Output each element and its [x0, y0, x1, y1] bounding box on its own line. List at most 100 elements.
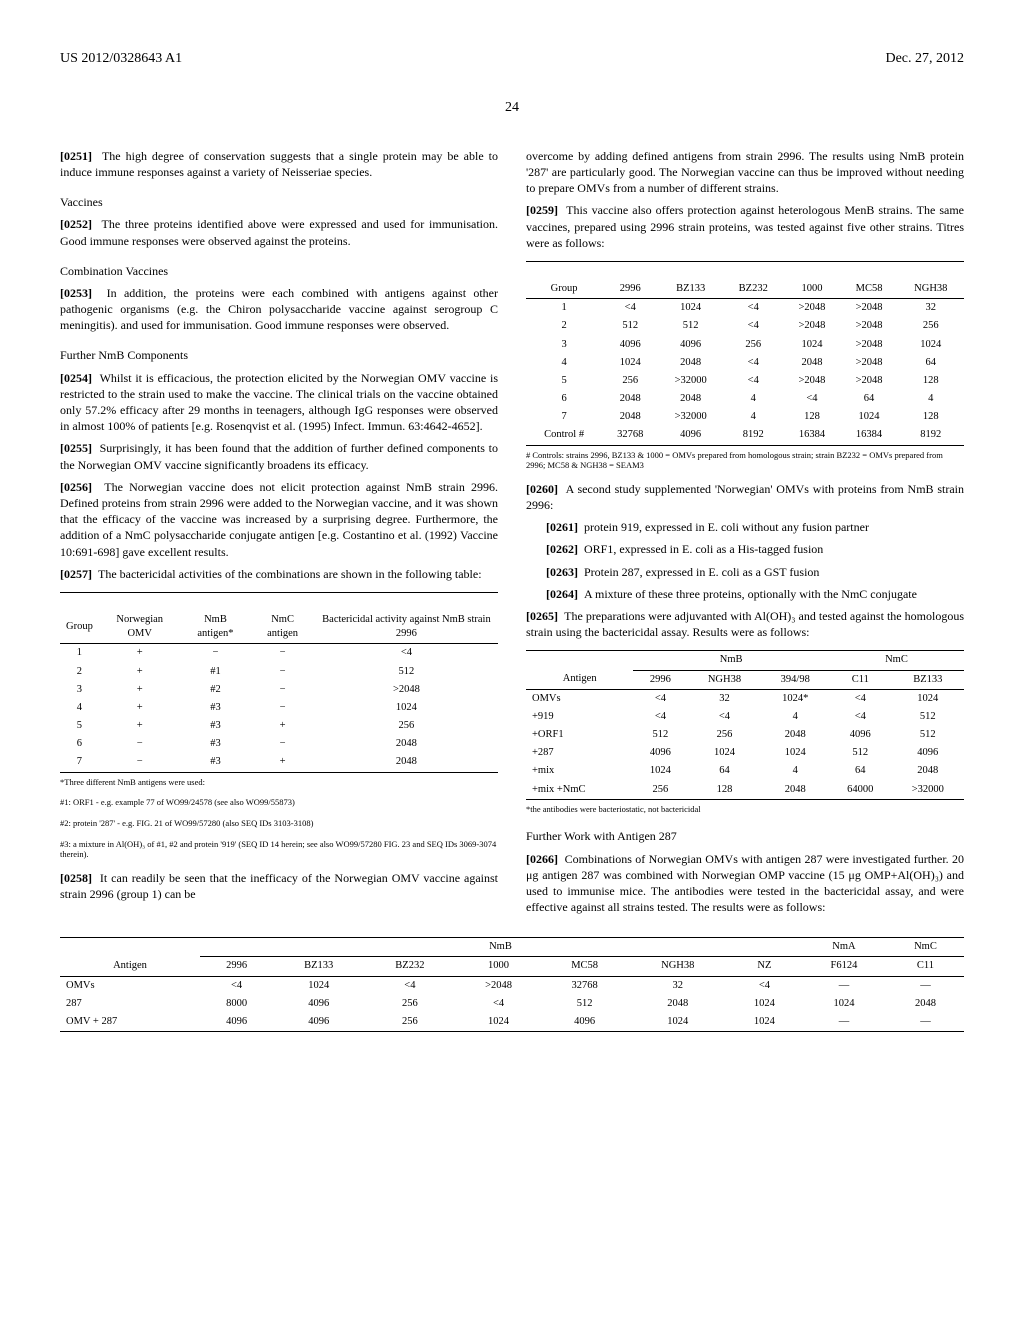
para-0258: [0258] It can readily be seen that the i…: [60, 870, 498, 902]
table-cell: 1024: [633, 762, 687, 780]
table-cell: >32000: [658, 372, 723, 390]
table-cell: 2048: [887, 995, 964, 1013]
table-cell: <4: [364, 976, 455, 995]
heading-vaccines: Vaccines: [60, 194, 498, 210]
table-cell: 7: [526, 408, 602, 426]
table-bactericidal-combinations: Group Norwegian OMV NmB antigen* NmC ant…: [60, 592, 498, 773]
para-0257: [0257] The bactericidal activities of th…: [60, 566, 498, 582]
table-cell: 4: [723, 408, 783, 426]
table-cell: 1024: [658, 299, 723, 318]
para-0254: [0254] Whilst it is efficacious, the pro…: [60, 370, 498, 435]
table-cell: 1024: [602, 354, 658, 372]
table-cell: 64: [841, 390, 898, 408]
table-cell: —: [801, 976, 887, 995]
table3-footnote: *the antibodies were bacteriostatic, not…: [526, 804, 964, 815]
table-cell: —: [887, 1013, 964, 1032]
table-cell: >2048: [783, 372, 840, 390]
table-cell: 4096: [273, 995, 364, 1013]
table-cell: +: [250, 753, 315, 772]
table-cell: 256: [315, 717, 498, 735]
table-cell: 2048: [602, 408, 658, 426]
table-cell: 128: [898, 408, 964, 426]
table-cell: 1024: [898, 336, 964, 354]
table-cell: +287: [526, 744, 633, 762]
page-header: US 2012/0328643 A1 Dec. 27, 2012: [60, 50, 964, 69]
table-cell: 512: [892, 708, 964, 726]
para-0261: [0261] protein 919, expressed in E. coli…: [546, 519, 964, 535]
table-cell: 512: [315, 663, 498, 681]
table-cell: >2048: [841, 354, 898, 372]
table-cell: 4: [723, 390, 783, 408]
table-cell: −: [99, 735, 181, 753]
para-0264: [0264] A mixture of these three proteins…: [546, 586, 964, 602]
table-cell: >2048: [783, 317, 840, 335]
table-cell: 2: [60, 663, 99, 681]
para-continuation: overcome by adding defined antigens from…: [526, 148, 964, 197]
table-second-study: NmB NmC Antigen 2996 NGH38 394/98 C11 BZ…: [526, 650, 964, 799]
table-cell: <4: [723, 354, 783, 372]
table-cell: −: [250, 699, 315, 717]
table-cell: 6: [60, 735, 99, 753]
table-cell: 2048: [762, 781, 829, 800]
para-0266: [0266] Combinations of Norwegian OMVs wi…: [526, 851, 964, 916]
table-cell: >2048: [841, 336, 898, 354]
table-cell: <4: [455, 995, 541, 1013]
table-cell: 256: [364, 995, 455, 1013]
pub-date: Dec. 27, 2012: [885, 50, 964, 69]
table-cell: —: [801, 1013, 887, 1032]
table-cell: <4: [723, 317, 783, 335]
table-antigen-287-results: NmB NmA NmC Antigen 2996 BZ133 BZ232 100…: [60, 937, 964, 1032]
table-cell: 32: [687, 689, 761, 708]
table-cell: <4: [829, 689, 892, 708]
table-cell: 1024: [762, 744, 829, 762]
table-cell: 2048: [892, 762, 964, 780]
table-cell: 1024: [273, 976, 364, 995]
table-cell: 512: [633, 726, 687, 744]
table-cell: 1024: [728, 1013, 801, 1032]
table-cell: 1: [60, 644, 99, 663]
table-cell: <4: [829, 708, 892, 726]
table-cell: 4096: [273, 1013, 364, 1032]
table-cell: 4096: [602, 336, 658, 354]
table-cell: 256: [364, 1013, 455, 1032]
table-cell: 32: [898, 299, 964, 318]
table-cell: 1024: [687, 744, 761, 762]
table-cell: 256: [898, 317, 964, 335]
table-cell: 1024: [783, 336, 840, 354]
table-cell: 256: [633, 781, 687, 800]
para-0265: [0265] The preparations were adjuvanted …: [526, 608, 964, 640]
para-0260: [0260] A second study supplemented 'Norw…: [526, 481, 964, 513]
table-cell: OMVs: [526, 689, 633, 708]
table-cell: 512: [892, 726, 964, 744]
table-cell: 4: [526, 354, 602, 372]
table-hetero-strains: Group 2996 BZ133 BZ232 1000 MC58 NGH38 1…: [526, 261, 964, 446]
table-cell: +: [99, 699, 181, 717]
two-column-layout: [0251] The high degree of conservation s…: [60, 148, 964, 922]
table-cell: <4: [723, 372, 783, 390]
table-cell: 6: [526, 390, 602, 408]
table-cell: +919: [526, 708, 633, 726]
table-cell: #3: [181, 735, 251, 753]
table-cell: 287: [60, 995, 200, 1013]
table-cell: 8192: [723, 426, 783, 445]
para-0262: [0262] ORF1, expressed in E. coli as a H…: [546, 541, 964, 557]
table-cell: <4: [633, 708, 687, 726]
table-cell: >32000: [892, 781, 964, 800]
table-cell: +: [99, 681, 181, 699]
table-cell: 32768: [602, 426, 658, 445]
table-cell: −: [250, 735, 315, 753]
para-0263: [0263] Protein 287, expressed in E. coli…: [546, 564, 964, 580]
table-cell: <4: [602, 299, 658, 318]
para-0259: [0259] This vaccine also offers protecti…: [526, 202, 964, 251]
table-cell: 8192: [898, 426, 964, 445]
table-cell: −: [250, 681, 315, 699]
table-cell: >2048: [841, 372, 898, 390]
table-cell: 32: [628, 976, 728, 995]
table-cell: −: [250, 663, 315, 681]
table-cell: 512: [602, 317, 658, 335]
table-cell: 2048: [658, 354, 723, 372]
table-cell: 2048: [315, 753, 498, 772]
table-cell: #3: [181, 717, 251, 735]
table-cell: +ORF1: [526, 726, 633, 744]
table-cell: 16384: [783, 426, 840, 445]
